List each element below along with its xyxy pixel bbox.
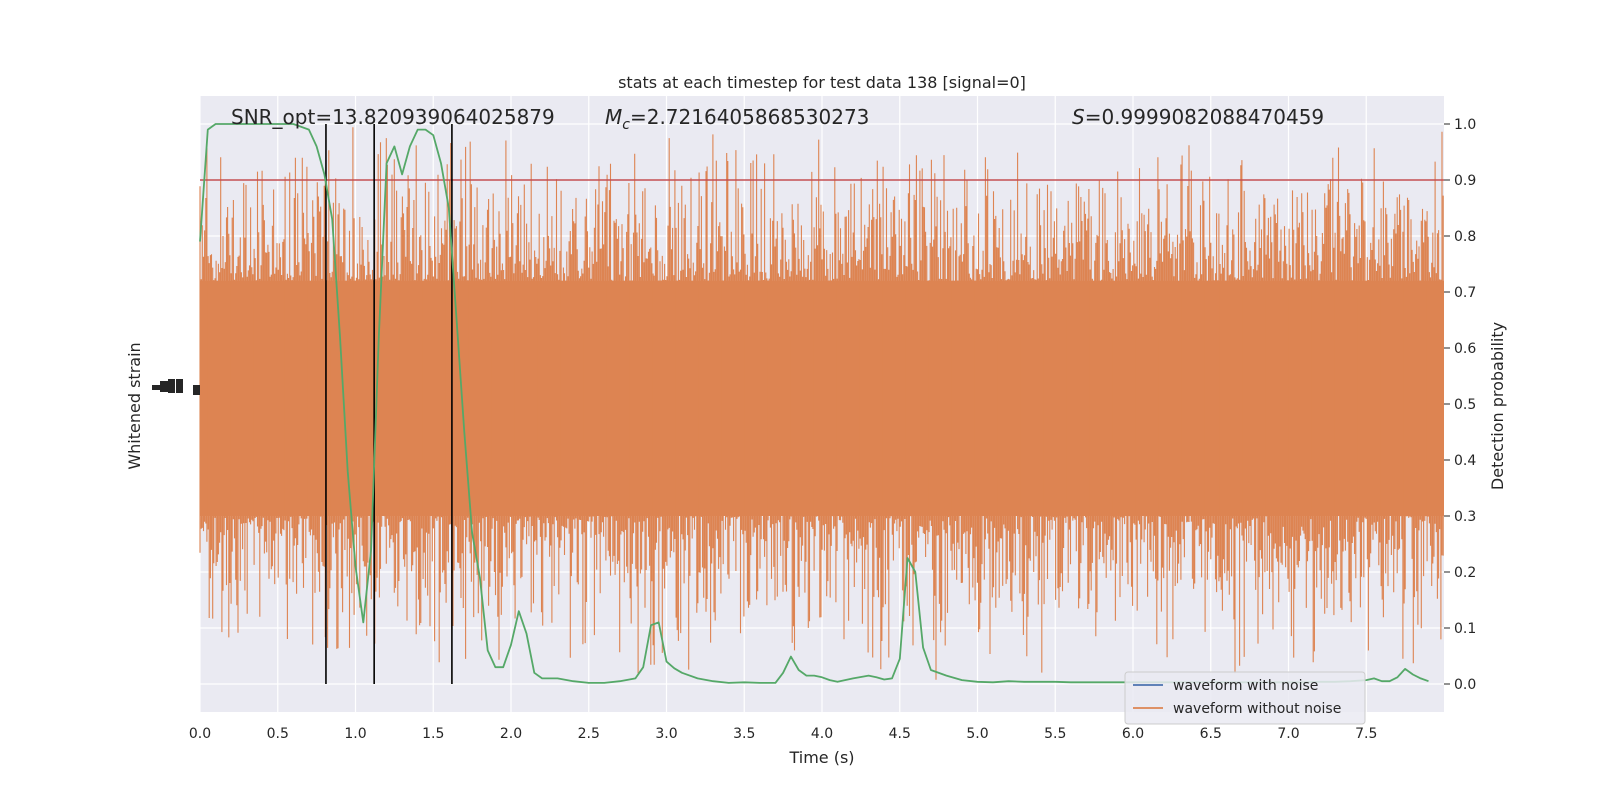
x-tick-label-8: 4.0 [811,726,833,742]
left-tick-glyph-0 [152,385,164,390]
annotation-mc-symbol: M [605,105,622,129]
y-tick-label-2: 0.2 [1454,565,1476,581]
left-tick-glyph-3 [176,379,183,393]
legend-label-with-noise: waveform with noise [1173,678,1318,694]
y-tick-label-7: 0.7 [1454,285,1476,301]
left-tick-glyph-2 [168,379,175,393]
y-tick-labels-right: 0.0 0.1 0.2 0.3 0.4 0.5 0.6 0.7 0.8 0.9 1.0 [1444,117,1476,693]
legend-label-without-noise: waveform without noise [1173,701,1341,717]
x-tick-label-7: 3.5 [733,726,755,742]
annotation-mc-subscript: c [622,117,630,133]
y-tick-label-8: 0.8 [1454,229,1476,245]
y-tick-label-1: 0.1 [1454,621,1476,637]
y-tick-label-0: 0.0 [1454,677,1476,693]
y-tick-label-5: 0.5 [1454,397,1476,413]
y-tick-label-3: 0.3 [1454,509,1476,525]
legend-box [1124,671,1366,725]
x-tick-label-2: 1.0 [344,726,366,742]
x-tick-labels: 0.0 0.5 1.0 1.5 2.0 2.5 3.0 3.5 4.0 4.5 5.0 5.5 6.0 6… [189,726,1378,742]
annotation-s-value: =0.9999082088470459 [1085,105,1324,129]
x-tick-label-9: 4.5 [889,726,911,742]
y-axis-label-right: Detection probability [1488,322,1507,490]
x-tick-label-4: 2.0 [500,726,522,742]
strain-noise-spikes [199,127,1444,680]
strain-band [199,127,1444,680]
x-tick-label-13: 6.5 [1200,726,1222,742]
y-tick-label-9: 0.9 [1454,173,1476,189]
y-axis-label-left: Whitened strain [125,342,144,469]
x-tick-label-1: 0.5 [267,726,289,742]
y-tick-label-6: 0.6 [1454,341,1476,357]
left-axis-overlapped-ticks [152,379,200,395]
annotation-s-symbol: S [1072,105,1085,129]
x-tick-label-10: 5.0 [966,726,988,742]
x-tick-label-3: 1.5 [422,726,444,742]
x-axis-label: Time (s) [788,748,854,767]
x-tick-label-11: 5.5 [1044,726,1066,742]
x-tick-label-15: 7.5 [1355,726,1377,742]
annotation-s: S=0.9999082088470459 [1072,105,1324,129]
left-tick-glyph-4 [193,385,200,395]
annotation-mc: Mc=2.7216405868530273 [605,105,869,133]
x-tick-label-6: 3.0 [655,726,677,742]
y-tick-label-4: 0.4 [1454,453,1476,469]
x-tick-label-12: 6.0 [1122,726,1144,742]
y-tick-label-10: 1.0 [1454,117,1476,133]
x-tick-label-14: 7.0 [1277,726,1299,742]
annotation-snr: SNR_opt=13.820939064025879 [231,105,555,129]
x-tick-label-5: 2.5 [578,726,600,742]
vertical-lines [325,124,453,684]
left-tick-glyph-1 [160,381,168,392]
legend: waveform with noise waveform without noi… [1124,671,1366,725]
annotation-mc-value: =2.7216405868530273 [630,105,869,129]
chart-title: stats at each timestep for test data 138… [618,73,1026,92]
x-tick-label-0: 0.0 [189,726,211,742]
